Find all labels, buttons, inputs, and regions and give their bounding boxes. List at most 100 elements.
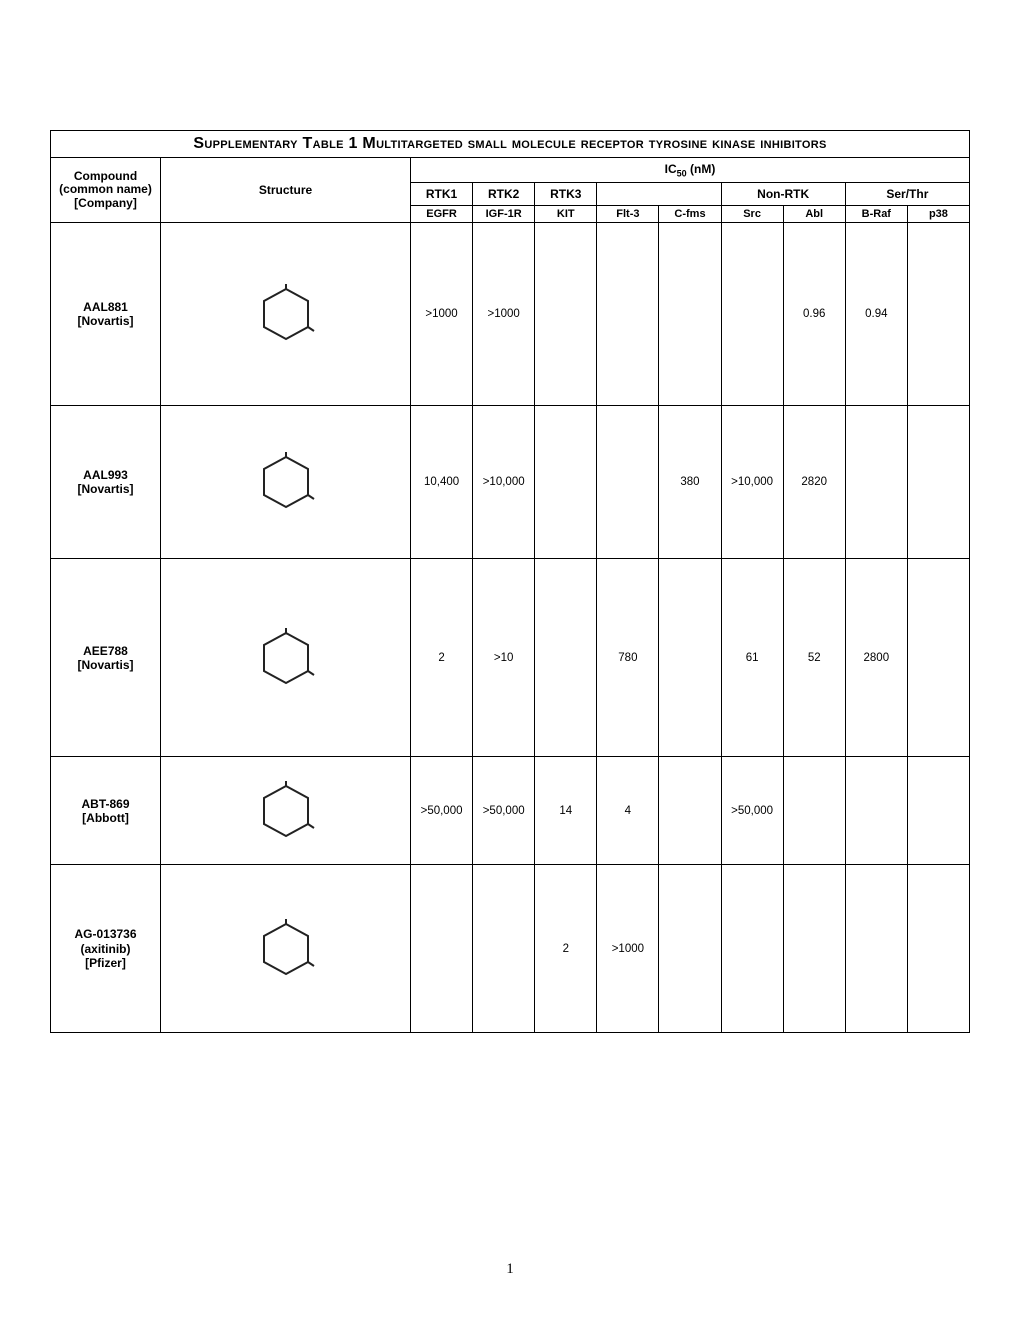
value-egfr: 2 [411, 559, 473, 757]
value-abl [783, 757, 845, 865]
value-p38 [907, 559, 969, 757]
value-igf1r [473, 865, 535, 1033]
structure-header-text: Structure [259, 183, 312, 197]
compound-name: AAL993 [83, 468, 128, 482]
value-src: >50,000 [721, 757, 783, 865]
value-src [721, 865, 783, 1033]
value-egfr: >50,000 [411, 757, 473, 865]
compound-name: AG-013736 [74, 927, 136, 941]
structure-icon [167, 235, 404, 393]
structure-cell [161, 223, 411, 406]
ic50-header: IC50 (nM) [411, 158, 970, 183]
value-src: >10,000 [721, 406, 783, 559]
value-kit [535, 406, 597, 559]
group-nonrtk: Non-RTK [721, 183, 845, 206]
compound-name-cell: AAL993[Novartis] [51, 406, 161, 559]
compound-name: AAL881 [83, 300, 128, 314]
value-cfms [659, 865, 721, 1033]
compound-company: [Novartis] [77, 314, 133, 328]
value-egfr: 10,400 [411, 406, 473, 559]
table-row: AAL993[Novartis]10,400>10,000380>10,0002… [51, 406, 970, 559]
value-cfms [659, 757, 721, 865]
value-braf [845, 757, 907, 865]
value-igf1r: >50,000 [473, 757, 535, 865]
compound-company: [Novartis] [77, 658, 133, 672]
value-p38 [907, 757, 969, 865]
value-kit [535, 223, 597, 406]
compound-name-cell: AEE788[Novartis] [51, 559, 161, 757]
table-row: ABT-869[Abbott]>50,000>50,000144>50,000 [51, 757, 970, 865]
table-title: Supplementary Table 1 Multitargeted smal… [51, 131, 970, 158]
value-p38 [907, 406, 969, 559]
col-flt3: Flt-3 [597, 206, 659, 223]
value-cfms [659, 559, 721, 757]
value-egfr [411, 865, 473, 1033]
structure-cell [161, 865, 411, 1033]
page-number: 1 [0, 1261, 1020, 1278]
value-igf1r: >10 [473, 559, 535, 757]
compound-header-text: Compound (common name) [Company] [59, 169, 152, 211]
ic50-sub: 50 [677, 168, 687, 178]
value-cfms [659, 223, 721, 406]
value-flt3: 4 [597, 757, 659, 865]
compound-header: Compound (common name) [Company] [51, 158, 161, 223]
compound-extra: [Pfizer] [85, 956, 126, 970]
value-abl [783, 865, 845, 1033]
compound-name: AEE788 [83, 644, 128, 658]
value-flt3 [597, 406, 659, 559]
compound-name-cell: AG-013736(axitinib)[Pfizer] [51, 865, 161, 1033]
value-flt3: >1000 [597, 865, 659, 1033]
value-kit: 2 [535, 865, 597, 1033]
value-cfms: 380 [659, 406, 721, 559]
value-igf1r: >10,000 [473, 406, 535, 559]
col-egfr: EGFR [411, 206, 473, 223]
group-serthr: Ser/Thr [845, 183, 969, 206]
group-rtk2: RTK2 [473, 183, 535, 206]
structure-icon [167, 418, 404, 546]
kinase-inhibitor-table: Supplementary Table 1 Multitargeted smal… [50, 130, 970, 1033]
value-p38 [907, 865, 969, 1033]
structure-cell [161, 559, 411, 757]
compound-name-cell: AAL881[Novartis] [51, 223, 161, 406]
value-abl: 52 [783, 559, 845, 757]
col-abl: Abl [783, 206, 845, 223]
compound-company: (axitinib) [81, 942, 131, 956]
structure-icon [167, 769, 404, 852]
col-igf1r: IGF-1R [473, 206, 535, 223]
value-abl: 0.96 [783, 223, 845, 406]
col-cfms: C-fms [659, 206, 721, 223]
group-blank [597, 183, 721, 206]
structure-cell [161, 757, 411, 865]
structure-icon [167, 571, 404, 744]
col-braf: B-Raf [845, 206, 907, 223]
table-row: AEE788[Novartis] 2>10 780 61522800 [51, 559, 970, 757]
structure-header: Structure [161, 158, 411, 223]
value-braf [845, 865, 907, 1033]
compound-company: [Abbott] [82, 811, 129, 825]
title-text: Supplementary Table 1 Multitargeted smal… [193, 135, 826, 152]
compound-name: ABT-869 [81, 797, 129, 811]
value-braf [845, 406, 907, 559]
col-kit: KIT [535, 206, 597, 223]
structure-cell [161, 406, 411, 559]
col-src: Src [721, 206, 783, 223]
structure-icon [167, 877, 404, 1020]
table-row: AG-013736(axitinib)[Pfizer] 2>1000 [51, 865, 970, 1033]
compound-company: [Novartis] [77, 482, 133, 496]
value-kit: 14 [535, 757, 597, 865]
value-egfr: >1000 [411, 223, 473, 406]
ic50-suffix: (nM) [687, 162, 716, 176]
value-braf: 0.94 [845, 223, 907, 406]
value-flt3 [597, 223, 659, 406]
value-src: 61 [721, 559, 783, 757]
col-p38: p38 [907, 206, 969, 223]
value-flt3: 780 [597, 559, 659, 757]
value-igf1r: >1000 [473, 223, 535, 406]
value-braf: 2800 [845, 559, 907, 757]
value-kit [535, 559, 597, 757]
group-rtk3: RTK3 [535, 183, 597, 206]
table-row: AAL881[Novartis] >1000>1000 0.960.94 [51, 223, 970, 406]
compound-name-cell: ABT-869[Abbott] [51, 757, 161, 865]
table-title-row: Supplementary Table 1 Multitargeted smal… [51, 131, 970, 158]
group-rtk1: RTK1 [411, 183, 473, 206]
